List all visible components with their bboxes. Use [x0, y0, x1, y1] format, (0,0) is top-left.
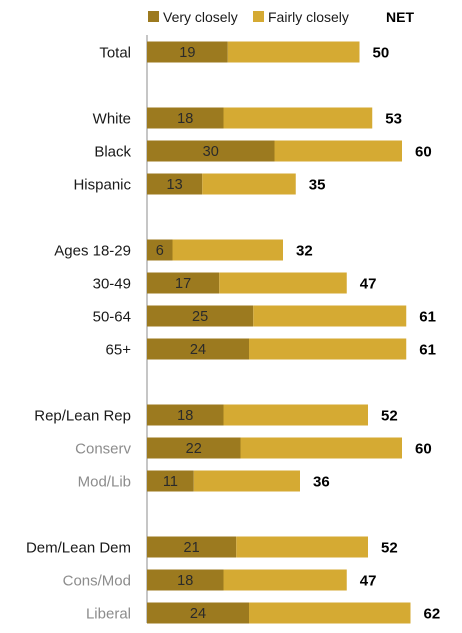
- data-label-net: 61: [419, 342, 436, 359]
- bar-segment-fairly: [228, 42, 360, 63]
- data-label-very: 11: [163, 474, 178, 490]
- data-label-net: 60: [415, 441, 432, 458]
- data-label-very: 19: [179, 45, 195, 61]
- data-label-very: 30: [203, 144, 219, 160]
- category-label: Hispanic: [73, 177, 131, 194]
- bar-row: White 18 53: [93, 108, 402, 129]
- data-label-very: 13: [167, 177, 183, 193]
- data-label-very: 18: [177, 111, 193, 127]
- bar-row: Mod/Lib 11 36: [78, 471, 330, 492]
- bar-row: Cons/Mod 18 47: [63, 570, 377, 591]
- data-label-very: 25: [192, 309, 208, 325]
- category-label: Total: [99, 45, 131, 62]
- category-label: Conserv: [75, 441, 131, 458]
- data-label-very: 17: [175, 276, 191, 292]
- bar-row: Dem/Lean Dem 21 52: [26, 537, 398, 558]
- data-label-net: 47: [360, 573, 377, 590]
- legend-swatch-fairly: [253, 11, 264, 22]
- bar-segment-fairly: [236, 537, 368, 558]
- data-label-net: 35: [309, 177, 326, 194]
- bar-row: Rep/Lean Rep 18 52: [34, 405, 397, 426]
- bar-row: 65+ 24 61: [106, 339, 436, 360]
- data-label-net: 61: [419, 309, 436, 326]
- bar-segment-fairly: [219, 273, 347, 294]
- data-label-net: 60: [415, 144, 432, 161]
- legend: Very closely Fairly closely NET: [148, 9, 414, 25]
- bar-segment-fairly: [249, 603, 411, 624]
- legend-label-fairly: Fairly closely: [268, 9, 349, 25]
- data-label-net: 47: [360, 276, 377, 293]
- category-label: Black: [94, 144, 131, 161]
- legend-label-very: Very closely: [163, 9, 238, 25]
- bar-row: 30-49 17 47: [93, 273, 377, 294]
- legend-label-net: NET: [386, 9, 414, 25]
- bar-row: Hispanic 13 35: [73, 174, 325, 195]
- bar-row: Ages 18-29 6 32: [54, 240, 312, 261]
- data-label-net: 52: [381, 540, 398, 557]
- bar-row: Liberal 24 62: [86, 603, 440, 624]
- bar-segment-fairly: [224, 405, 369, 426]
- category-label: 30-49: [93, 276, 131, 293]
- category-label: Cons/Mod: [63, 573, 131, 590]
- category-label: Liberal: [86, 606, 131, 623]
- legend-swatch-very: [148, 11, 159, 22]
- category-label: Mod/Lib: [78, 474, 131, 491]
- bar-segment-fairly: [253, 306, 406, 327]
- category-label: Ages 18-29: [54, 243, 131, 260]
- data-label-very: 6: [156, 243, 164, 259]
- data-label-very: 18: [177, 573, 193, 589]
- data-label-net: 52: [381, 408, 398, 425]
- bar-rows: Total 19 50 White 18 53 Black 30 60 Hispanic 13 35 A…: [26, 42, 440, 624]
- bar-segment-fairly: [224, 570, 347, 591]
- bar-segment-fairly: [173, 240, 284, 261]
- data-label-very: 18: [177, 408, 193, 424]
- category-label: 50-64: [93, 309, 131, 326]
- category-label: 65+: [106, 342, 132, 359]
- bar-row: 50-64 25 61: [93, 306, 436, 327]
- category-label: Dem/Lean Dem: [26, 540, 131, 557]
- data-label-net: 32: [296, 243, 313, 260]
- data-label-very: 24: [190, 606, 206, 622]
- bar-segment-fairly: [275, 141, 403, 162]
- bar-row: Black 30 60: [94, 141, 431, 162]
- data-label-net: 36: [313, 474, 330, 491]
- category-label: Rep/Lean Rep: [34, 408, 131, 425]
- data-label-net: 50: [373, 45, 390, 62]
- data-label-very: 22: [186, 441, 202, 457]
- category-label: White: [93, 111, 131, 128]
- data-label-net: 53: [385, 111, 402, 128]
- data-label-very: 24: [190, 342, 206, 358]
- data-label-net: 62: [424, 606, 441, 623]
- bar-segment-fairly: [249, 339, 406, 360]
- data-label-very: 21: [184, 540, 200, 556]
- bar-row: Total 19 50: [99, 42, 389, 63]
- bar-segment-fairly: [194, 471, 300, 492]
- bar-segment-fairly: [241, 438, 403, 459]
- bar-segment-fairly: [224, 108, 373, 129]
- bar-row: Conserv 22 60: [75, 438, 432, 459]
- bar-segment-fairly: [202, 174, 296, 195]
